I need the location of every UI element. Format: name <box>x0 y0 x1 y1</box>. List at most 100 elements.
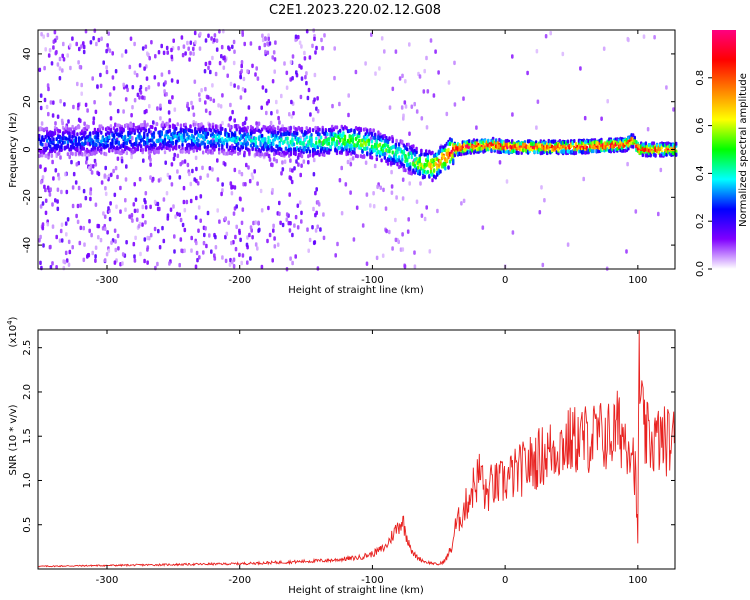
spectrogram-noise-cell <box>292 111 295 116</box>
spectrogram-noise-cell <box>291 76 294 81</box>
spectrogram-y-axis-label: Frequency (Hz) <box>8 112 19 188</box>
spectrogram-noise-cell <box>407 217 410 222</box>
spectrogram-noise-cell <box>65 232 68 237</box>
spectrogram-noise-cell <box>109 201 112 206</box>
spectrogram-noise-cell <box>158 245 162 250</box>
spectrogram-noise-cell <box>45 104 49 110</box>
spectrogram-noise-cell <box>49 100 53 105</box>
spectrogram-ridge-cell <box>246 141 249 146</box>
spectrogram-ridge-cell <box>41 142 44 147</box>
spectrogram-noise-cell <box>202 250 205 255</box>
spectrogram-noise-cell <box>186 162 190 168</box>
spectrogram-noise-cell <box>39 105 43 111</box>
spectrogram-ridge-cell <box>291 137 294 142</box>
spectrogram-noise-cell <box>97 223 101 229</box>
snr-y-axis-label: SNR (10 * v/v) <box>8 404 19 475</box>
spectrogram-noise-cell <box>220 191 223 197</box>
spectrogram-noise-cell <box>131 85 135 90</box>
spectrogram-noise-cell <box>120 53 124 58</box>
spectrogram-ridge-cell <box>487 138 490 143</box>
spectrogram-noise-cell <box>54 198 57 203</box>
x-tick-label: 0 <box>502 275 508 286</box>
spectrogram-noise-cell <box>40 32 43 37</box>
spectrogram-noise-cell <box>246 69 249 74</box>
spectrogram-noise-cell <box>300 210 303 216</box>
spectrogram-ridge-cell <box>119 145 122 150</box>
spectrogram-ridge-cell <box>235 127 238 132</box>
spectrogram-noise-cell <box>672 107 675 112</box>
spectrogram-noise-cell <box>82 41 85 46</box>
spectrogram-noise-cell <box>114 165 118 171</box>
spectrogram-noise-cell <box>210 249 213 254</box>
spectrogram-noise-cell <box>216 177 220 182</box>
spectrogram-noise-cell <box>154 265 157 271</box>
spectrogram-noise-cell <box>64 172 67 177</box>
spectrogram-noise-cell <box>135 73 139 78</box>
spectrogram-noise-cell <box>194 40 197 45</box>
spectrogram-noise-cell <box>423 68 426 74</box>
spectrogram-noise-cell <box>172 38 175 43</box>
spectrogram-noise-cell <box>526 70 529 76</box>
spectrogram-ridge-cell <box>383 152 386 156</box>
spectrogram-noise-cell <box>241 30 244 35</box>
spectrogram-noise-cell <box>365 192 369 197</box>
spectrogram-noise-cell <box>267 33 270 38</box>
spectrogram-noise-cell <box>369 203 372 208</box>
spectrogram-noise-cell <box>419 181 422 186</box>
spectrogram-noise-cell <box>298 63 301 69</box>
spectrogram-noise-cell <box>257 220 260 225</box>
spectrogram-noise-cell <box>121 261 124 266</box>
spectrogram-ridge-cell <box>391 150 394 155</box>
spectrogram-noise-cell <box>308 237 312 243</box>
spectrogram-noise-cell <box>130 154 133 160</box>
spectrogram-ridge-cell <box>405 158 409 163</box>
spectrogram-noise-cell <box>199 194 203 199</box>
spectrogram-noise-cell <box>78 46 81 52</box>
spectrogram-noise-cell <box>104 165 107 171</box>
spectrogram-noise-cell <box>79 203 82 208</box>
spectrogram-noise-cell <box>224 216 227 221</box>
spectrogram-noise-cell <box>138 63 142 68</box>
spectrogram-ridge-cell <box>654 153 657 158</box>
spectrogram-noise-cell <box>61 68 64 73</box>
spectrogram-x-ticks: -300 -200 -100 0 100 <box>96 30 647 286</box>
spectrogram-ridge-cell <box>184 125 187 130</box>
spectrogram-noise-cell <box>64 221 68 226</box>
spectrogram-noise-cell <box>184 51 187 56</box>
spectrogram-noise-cell <box>289 158 292 163</box>
spectrogram-noise-cell <box>106 43 109 48</box>
spectrogram-noise-cell <box>94 245 98 250</box>
spectrogram-noise-cell <box>85 156 89 161</box>
spectrogram-ridge-cell <box>294 152 297 157</box>
spectrogram-noise-cell <box>124 177 128 182</box>
spectrogram-ridge-cell <box>364 142 367 147</box>
spectrogram-ridge-cell <box>276 125 280 130</box>
spectrogram-noise-cell <box>453 102 457 107</box>
spectrogram-noise-cell <box>305 80 308 86</box>
spectrogram-noise-cell <box>247 165 250 170</box>
spectrogram-noise-cell <box>97 37 101 43</box>
spectrogram-ridge-cell <box>264 137 267 142</box>
spectrogram-noise-cell <box>245 162 248 168</box>
spectrogram-noise-cell <box>76 219 80 225</box>
spectrogram-noise-cell <box>39 179 43 185</box>
spectrogram-noise-cell <box>203 232 206 238</box>
spectrogram-noise-cell <box>39 204 43 209</box>
spectrogram-noise-cell <box>84 195 88 201</box>
spectrogram-noise-cell <box>289 60 293 65</box>
spectrogram-noise-cell <box>99 72 102 78</box>
spectrogram-noise-cell <box>231 184 234 190</box>
spectrogram-noise-cell <box>283 61 286 66</box>
spectrogram-noise-cell <box>105 174 109 180</box>
spectrogram-noise-cell <box>211 167 214 172</box>
spectrogram-noise-cell <box>232 39 236 45</box>
spectrogram-noise-cell <box>107 248 111 254</box>
spectrogram-noise-cell <box>190 235 193 241</box>
spectrogram-noise-cell <box>60 238 64 243</box>
spectrogram-ridge-cell <box>66 144 70 149</box>
spectrogram-noise-cell <box>150 40 153 45</box>
spectrogram-noise-cell <box>536 99 540 104</box>
spectrogram-noise-cell <box>39 93 43 98</box>
spectrogram-noise-cell <box>60 118 64 124</box>
spectrogram-noise-cell <box>105 65 108 70</box>
